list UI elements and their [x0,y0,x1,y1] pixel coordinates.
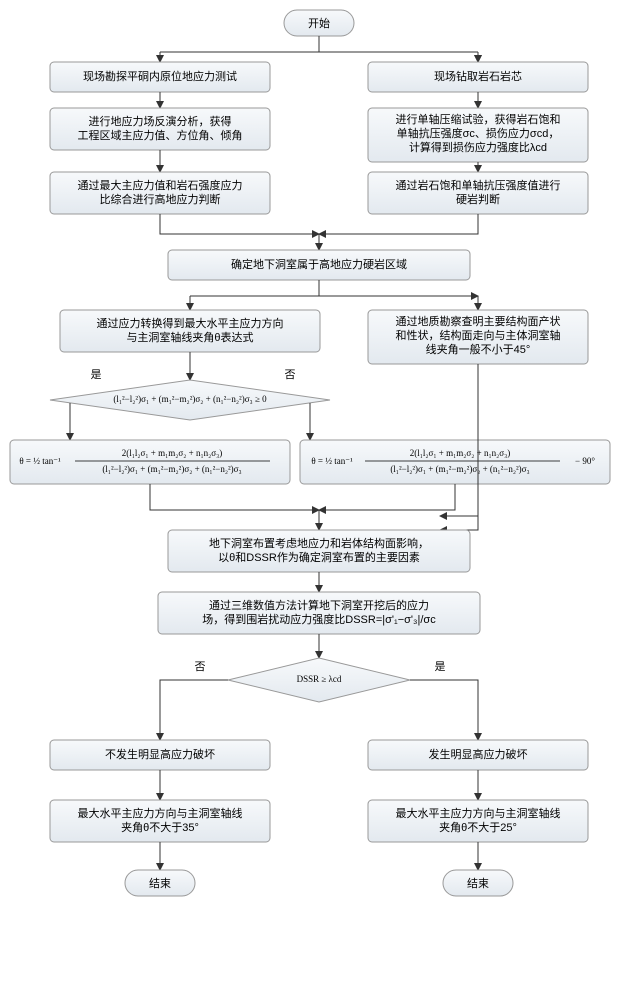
svg-text:线夹角一般不小于45°: 线夹角一般不小于45° [426,342,531,356]
svg-text:发生明显高应力破坏: 发生明显高应力破坏 [429,747,528,761]
svg-text:是: 是 [91,368,102,381]
svg-text:结束: 结束 [467,877,489,890]
svg-text:θ = ½ tan⁻¹: θ = ½ tan⁻¹ [19,456,61,466]
svg-text:DSSR ≥ λcd: DSSR ≥ λcd [297,674,342,684]
svg-text:确定地下洞室属于高地应力硬岩区域: 确定地下洞室属于高地应力硬岩区域 [231,257,407,271]
svg-text:与主洞室轴线夹角θ表达式: 与主洞室轴线夹角θ表达式 [126,330,253,344]
svg-text:场，得到围岩扰动应力强度比DSSR=|σ'₁−σ'₃|/σc: 场，得到围岩扰动应力强度比DSSR=|σ'₁−σ'₃|/σc [202,612,436,626]
svg-text:通过最大主应力值和岩石强度应力: 通过最大主应力值和岩石强度应力 [78,178,243,192]
svg-text:(l₁²−l₂²)σ₁ + (m₁²−m₂²)σ₂ + (n: (l₁²−l₂²)σ₁ + (m₁²−m₂²)σ₂ + (n₁²−n₂²)σ₃ [102,464,241,474]
svg-text:进行地应力场反演分析，获得: 进行地应力场反演分析，获得 [89,114,232,128]
svg-text:通过应力转换得到最大水平主应力方向: 通过应力转换得到最大水平主应力方向 [97,316,284,330]
svg-text:现场勘探平硐内原位地应力测试: 现场勘探平硐内原位地应力测试 [83,69,237,83]
svg-text:通过地质勘察查明主要结构面产状: 通过地质勘察查明主要结构面产状 [396,314,561,328]
svg-text:计算得到损伤应力强度比λcd: 计算得到损伤应力强度比λcd [409,140,547,154]
svg-text:地下洞室布置考虑地应力和岩体结构面影响，: 地下洞室布置考虑地应力和岩体结构面影响， [209,536,429,550]
svg-text:− 90°: − 90° [575,456,595,466]
svg-text:夹角θ不大于35°: 夹角θ不大于35° [121,820,199,834]
svg-text:最大水平主应力方向与主洞室轴线: 最大水平主应力方向与主洞室轴线 [396,806,561,820]
svg-text:进行单轴压缩试验，获得岩石饱和: 进行单轴压缩试验，获得岩石饱和 [396,112,561,126]
svg-text:否: 否 [285,369,296,381]
svg-text:工程区域主应力值、方位角、倾角: 工程区域主应力值、方位角、倾角 [78,128,243,142]
svg-text:和性状，结构面走向与主体洞室轴: 和性状，结构面走向与主体洞室轴 [396,328,561,342]
start-label: 开始 [308,16,330,30]
svg-text:2(l₁l₂σ₁ + m₁m₂σ₂ + n₁n₂σ₃): 2(l₁l₂σ₁ + m₁m₂σ₂ + n₁n₂σ₃) [122,448,222,458]
svg-text:比综合进行高地应力判断: 比综合进行高地应力判断 [100,192,221,206]
svg-text:结束: 结束 [149,877,171,890]
split-arrow [160,36,478,62]
svg-text:通过三维数值方法计算地下洞室开挖后的应力: 通过三维数值方法计算地下洞室开挖后的应力 [209,598,429,612]
svg-text:是: 是 [435,660,446,673]
svg-text:(l₁²−l₂²)σ₁ + (m₁²−m₂²)σ₂ + (n: (l₁²−l₂²)σ₁ + (m₁²−m₂²)σ₂ + (n₁²−n₂²)σ₃ … [113,394,267,404]
flowchart-canvas: 开始 现场勘探平硐内原位地应力测试 现场钻取岩石岩芯 进行地应力场反演分析，获得… [0,0,636,1000]
svg-text:以θ和DSSR作为确定洞室布置的主要因素: 以θ和DSSR作为确定洞室布置的主要因素 [218,550,420,564]
svg-text:不发生明显高应力破坏: 不发生明显高应力破坏 [105,747,215,761]
svg-text:硬岩判断: 硬岩判断 [456,192,500,206]
svg-text:(l₁²−l₂²)σ₁ + (m₁²−m₂²)σ₂ + (n: (l₁²−l₂²)σ₁ + (m₁²−m₂²)σ₂ + (n₁²−n₂²)σ₃ [390,464,529,474]
svg-text:通过岩石饱和单轴抗压强度值进行: 通过岩石饱和单轴抗压强度值进行 [396,178,561,192]
svg-text:最大水平主应力方向与主洞室轴线: 最大水平主应力方向与主洞室轴线 [78,806,243,820]
svg-text:否: 否 [195,661,206,673]
svg-text:单轴抗压强度σc、损伤应力σcd，: 单轴抗压强度σc、损伤应力σcd， [397,126,560,140]
svg-text:θ = ½ tan⁻¹: θ = ½ tan⁻¹ [311,456,353,466]
svg-text:2(l₁l₂σ₁ + m₁m₂σ₂ + n₁n₂σ₃): 2(l₁l₂σ₁ + m₁m₂σ₂ + n₁n₂σ₃) [410,448,510,458]
svg-text:夹角θ不大于25°: 夹角θ不大于25° [439,820,517,834]
svg-text:现场钻取岩石岩芯: 现场钻取岩石岩芯 [434,69,522,83]
